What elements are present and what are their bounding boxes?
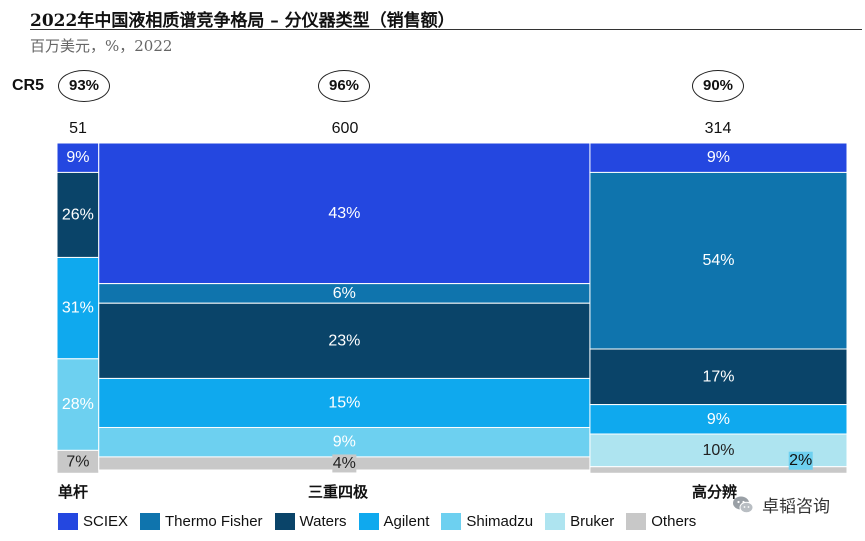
total-single-quad: 51 xyxy=(69,120,87,137)
legend-swatch xyxy=(626,513,647,530)
segment-waters xyxy=(56,171,100,258)
legend-item-shimadzu: Shimadzu xyxy=(441,513,533,530)
segment-waters xyxy=(589,348,848,406)
wechat-icon xyxy=(733,496,754,513)
segment-label-others: 7% xyxy=(66,453,89,470)
legend-item-agilent: Agilent xyxy=(358,513,430,530)
legend-label: Thermo Fisher xyxy=(165,513,263,530)
segment-agilent xyxy=(56,256,100,360)
segment-label-sciex: 43% xyxy=(328,205,360,222)
total-triple-quad: 600 xyxy=(331,120,359,137)
segment-label-shimadzu: 28% xyxy=(62,396,94,413)
legend-label: Waters xyxy=(299,513,347,530)
cr5-label: CR5 xyxy=(12,77,45,94)
chart-legend: SCIEX Thermo Fisher Waters Agilent Shima… xyxy=(58,513,708,530)
legend-label: Others xyxy=(651,513,697,530)
segment-label-bg xyxy=(788,451,813,470)
cr5-badge-triple-quad: 96% xyxy=(318,70,370,102)
segment-label-agilent: 31% xyxy=(62,300,94,317)
legend-item-others: Others xyxy=(626,513,696,530)
segment-others xyxy=(589,466,848,474)
segment-label-sciex: 9% xyxy=(66,149,89,166)
watermark: 卓韬咨询 xyxy=(732,492,830,517)
segment-label-shimadzu: 9% xyxy=(333,434,356,451)
legend-item-bruker: Bruker xyxy=(545,513,614,530)
segment-label-bruker: 10% xyxy=(702,442,734,459)
watermark-text: 卓韬咨询 xyxy=(762,497,830,517)
segment-label-sciex: 9% xyxy=(707,149,730,166)
legend-swatch xyxy=(545,513,566,530)
cr5-badge-single-quad: 93% xyxy=(58,70,110,102)
segment-agilent xyxy=(98,377,591,428)
cr5-badge-high-res: 90% xyxy=(692,70,744,102)
segment-label-bg xyxy=(332,454,357,473)
segment-sciex xyxy=(589,142,848,173)
category-label-triple-quad: 三重四极 xyxy=(308,483,369,501)
legend-swatch xyxy=(274,513,295,530)
segment-label-others: 2% xyxy=(789,452,812,469)
segment-thermo-fisher xyxy=(589,171,848,350)
legend-label: Shimadzu xyxy=(466,513,534,530)
legend-label: Bruker xyxy=(570,513,615,530)
legend-item-sciex: SCIEX xyxy=(58,513,128,530)
legend-item-waters: Waters xyxy=(274,513,347,530)
segment-label-waters: 26% xyxy=(62,206,94,223)
chart-title: 2022年中国液相质谱竞争格局 – 分仪器类型（销售额） xyxy=(30,11,455,31)
segment-agilent xyxy=(589,404,848,435)
legend-label: SCIEX xyxy=(83,513,129,530)
segment-label-thermo-fisher: 54% xyxy=(702,252,734,269)
legend-swatch xyxy=(441,513,462,530)
category-label-high-res: 高分辨 xyxy=(692,483,738,501)
legend-swatch xyxy=(58,513,78,530)
segment-label-agilent: 15% xyxy=(328,394,360,411)
segment-sciex xyxy=(98,142,591,285)
legend-label: Agilent xyxy=(383,513,430,530)
legend-item-thermo-fisher: Thermo Fisher xyxy=(140,513,263,530)
segment-shimadzu xyxy=(98,426,591,458)
category-label-single-quad: 单杆 xyxy=(58,483,89,501)
segment-label-thermo-fisher: 6% xyxy=(333,285,356,302)
segment-label-agilent: 9% xyxy=(707,411,730,428)
legend-swatch xyxy=(140,513,161,530)
segment-label-waters: 17% xyxy=(702,368,734,385)
chart-subtitle: 百万美元，%，2022 xyxy=(30,37,173,55)
segment-label-others: 4% xyxy=(333,455,356,472)
segment-label-waters: 23% xyxy=(328,332,360,349)
total-high-res: 314 xyxy=(704,120,732,137)
legend-swatch xyxy=(358,513,379,530)
title-divider xyxy=(30,29,862,30)
